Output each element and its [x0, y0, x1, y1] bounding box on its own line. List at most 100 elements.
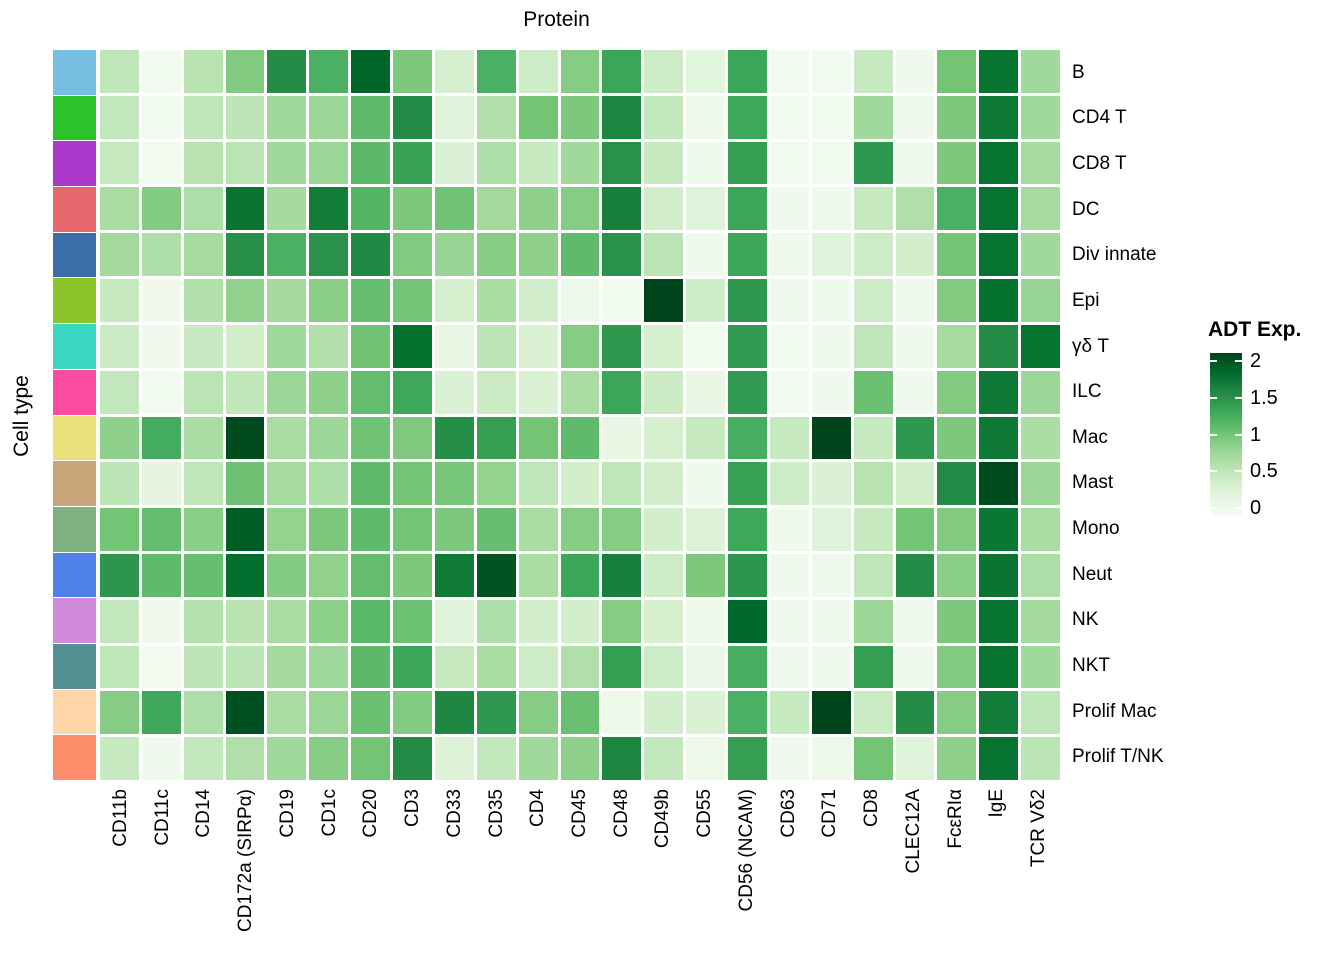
heatmap-cell: [434, 233, 474, 277]
heatmap-cell: [853, 691, 893, 735]
heatmap-cell: [309, 370, 349, 414]
heatmap-cell: [602, 599, 642, 643]
heatmap-cell: [979, 691, 1019, 735]
heatmap-cell: [853, 599, 893, 643]
heatmap-cell: [434, 691, 474, 735]
heatmap-cell: [1021, 691, 1060, 735]
row-label: Prolif T/NK: [1072, 746, 1164, 768]
heatmap-cell: [644, 95, 684, 139]
row-label: CD8 T: [1072, 153, 1127, 175]
heatmap-cell: [769, 599, 809, 643]
heatmap-cell: [644, 50, 684, 93]
heatmap-cell: [141, 462, 181, 506]
heatmap-cell: [560, 95, 600, 139]
heatmap-cell: [769, 416, 809, 460]
cell-type-color-swatch: [53, 232, 96, 278]
heatmap-cell: [267, 370, 307, 414]
heatmap-cell: [979, 508, 1019, 551]
legend-tick-mark: [1210, 360, 1217, 362]
heatmap-cell: [979, 553, 1019, 597]
heatmap-cell: [393, 324, 432, 368]
column-label: CD1c: [318, 789, 340, 837]
heatmap-cell: [853, 737, 893, 780]
heatmap-cell: [602, 50, 642, 93]
heatmap-cell: [937, 737, 977, 780]
heatmap-cell: [560, 233, 600, 277]
heatmap-cell: [728, 508, 767, 551]
heatmap-cell: [267, 645, 307, 689]
heatmap-cell: [560, 50, 600, 93]
heatmap-cell: [309, 324, 349, 368]
heatmap-cell: [769, 324, 809, 368]
heatmap-cell: [728, 553, 767, 597]
heatmap-cell: [560, 141, 600, 185]
heatmap-cell: [1021, 187, 1060, 231]
heatmap-cell: [560, 508, 600, 551]
heatmap-cell: [393, 279, 432, 322]
heatmap-cell: [1021, 462, 1060, 506]
heatmap-cell: [225, 553, 265, 597]
heatmap-cell: [728, 141, 767, 185]
column-labels: CD11b CD11c CD14 CD172a (SIRPα) CD19 CD1c CD20…: [100, 789, 1060, 959]
heatmap-cell: [560, 416, 600, 460]
heatmap-cell: [225, 737, 265, 780]
column-label: CD20: [360, 789, 382, 838]
heatmap-cell: [937, 370, 977, 414]
heatmap-cell: [267, 141, 307, 185]
heatmap-cell: [811, 279, 851, 322]
column-label: CD56 (NCAM): [735, 789, 757, 912]
heatmap-cell: [518, 691, 558, 735]
heatmap-cell: [476, 370, 516, 414]
column-label: CD71: [819, 789, 841, 838]
heatmap-cell: [560, 462, 600, 506]
heatmap-cell: [225, 691, 265, 735]
row-label: ILC: [1072, 381, 1102, 403]
heatmap-cell: [100, 691, 139, 735]
heatmap-cell: [309, 95, 349, 139]
heatmap-cell: [853, 50, 893, 93]
heatmap-cell: [225, 141, 265, 185]
heatmap-cell: [1021, 141, 1060, 185]
heatmap-cell: [267, 324, 307, 368]
heatmap-cell: [1021, 370, 1060, 414]
heatmap-cell: [895, 141, 935, 185]
heatmap-cell: [728, 599, 767, 643]
legend-tick-mark: [1210, 507, 1217, 509]
heatmap-cell: [811, 462, 851, 506]
column-label: CD11b: [109, 789, 131, 847]
heatmap-cell: [728, 50, 767, 93]
heatmap-cell: [644, 645, 684, 689]
heatmap-cell: [979, 599, 1019, 643]
heatmap-cell: [937, 187, 977, 231]
cell-type-color-swatch: [53, 461, 96, 506]
legend-tick-mark: [1235, 470, 1242, 473]
heatmap-cell: [895, 645, 935, 689]
cell-type-color-swatch: [53, 324, 96, 369]
heatmap-cell: [351, 50, 391, 93]
heatmap-cell: [895, 279, 935, 322]
row-label: DC: [1072, 198, 1100, 220]
heatmap-cell: [351, 187, 391, 231]
heatmap-cell: [183, 95, 223, 139]
legend-tick-mark: [1235, 396, 1242, 399]
heatmap-cell: [393, 141, 432, 185]
heatmap-cell: [644, 370, 684, 414]
column-label: CD49b: [652, 789, 674, 849]
column-label: FcεRIα: [944, 789, 966, 849]
heatmap-cell: [853, 508, 893, 551]
heatmap-cell: [644, 279, 684, 322]
heatmap-cell: [728, 187, 767, 231]
heatmap-cell: [141, 599, 181, 643]
heatmap-cell: [393, 462, 432, 506]
heatmap-cell: [728, 691, 767, 735]
heatmap-cell: [141, 370, 181, 414]
heatmap-cell: [267, 737, 307, 780]
cell-type-color-swatch: [53, 643, 96, 689]
heatmap-cell: [811, 141, 851, 185]
heatmap-cell: [267, 553, 307, 597]
heatmap-cell: [434, 279, 474, 322]
heatmap-cell: [476, 324, 516, 368]
cell-type-color-swatch: [53, 278, 96, 324]
heatmap-cell: [979, 645, 1019, 689]
heatmap-cell: [351, 737, 391, 780]
